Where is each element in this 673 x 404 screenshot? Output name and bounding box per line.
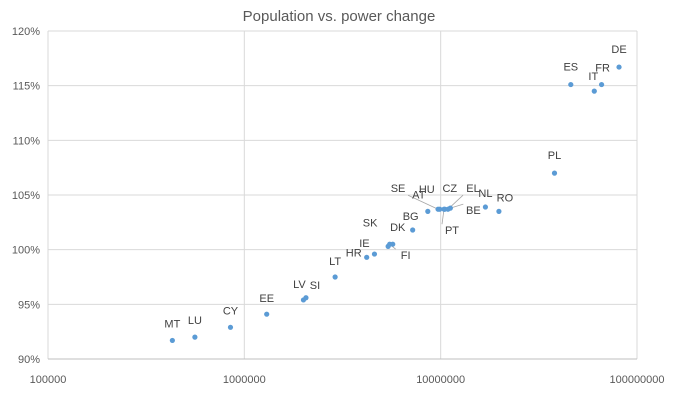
data-label-pl: PL bbox=[548, 150, 561, 162]
x-tick-label: 100000 bbox=[30, 374, 67, 386]
data-label-lv: LV bbox=[293, 279, 306, 291]
data-label-fr: FR bbox=[595, 63, 610, 75]
chart-title: Population vs. power change bbox=[243, 8, 436, 25]
data-label-sk: SK bbox=[363, 217, 378, 229]
data-label-ie: IE bbox=[359, 238, 369, 250]
data-label-be: BE bbox=[466, 205, 481, 217]
data-point-lu bbox=[192, 334, 198, 340]
data-point-cy bbox=[227, 324, 234, 330]
x-tick-label: 1000000 bbox=[223, 374, 266, 386]
data-point-lt bbox=[332, 274, 338, 280]
data-point-mt bbox=[169, 337, 175, 344]
data-label-ee: EE bbox=[259, 293, 274, 305]
data-point-ee bbox=[264, 311, 270, 317]
data-label-es: ES bbox=[563, 62, 578, 74]
data-label-se: SE bbox=[391, 183, 406, 195]
data-label-it: IT bbox=[588, 71, 598, 83]
data-label-bg: BG bbox=[403, 211, 419, 223]
x-tick-label: 10000000 bbox=[416, 374, 465, 386]
data-point-it bbox=[591, 88, 597, 94]
y-tick-label: 95% bbox=[18, 299, 40, 311]
data-label-nl: NL bbox=[478, 188, 492, 200]
y-tick-label: 120% bbox=[12, 26, 40, 38]
leader-line bbox=[407, 194, 439, 210]
data-point-pl bbox=[551, 170, 558, 176]
data-point-ie bbox=[371, 251, 378, 257]
data-label-ro: RO bbox=[497, 192, 514, 204]
data-point-ro bbox=[496, 208, 502, 214]
data-label-cz: CZ bbox=[442, 183, 457, 195]
data-label-pt: PT bbox=[445, 225, 459, 237]
data-point-hr bbox=[364, 254, 370, 260]
data-label-lu: LU bbox=[188, 315, 202, 327]
y-tick-labels: 90% 95% 100% 105% 110% 115% 120% bbox=[12, 26, 40, 366]
data-label-fi: FI bbox=[401, 250, 411, 262]
data-point-es bbox=[568, 81, 574, 88]
y-tick-label: 110% bbox=[13, 135, 41, 147]
x-tick-labels: 100000 1000000 10000000 100000000 bbox=[30, 374, 665, 386]
data-label-el: EL bbox=[466, 183, 479, 195]
y-tick-label: 100% bbox=[12, 245, 40, 257]
data-point-si bbox=[303, 295, 309, 301]
x-tick-label: 100000000 bbox=[609, 374, 664, 386]
data-label-at: AT bbox=[412, 189, 426, 201]
data-point-nl bbox=[482, 204, 489, 210]
data-label-lt: LT bbox=[329, 256, 341, 268]
data-point-hu bbox=[437, 206, 443, 212]
data-label-de: DE bbox=[611, 44, 626, 56]
data-point-be bbox=[447, 205, 453, 211]
data-point-de bbox=[616, 64, 622, 70]
data-label-hu: HU bbox=[419, 184, 435, 196]
data-label-mt: MT bbox=[164, 318, 180, 330]
data-label-hr: HR bbox=[346, 247, 362, 259]
data-point-dk bbox=[390, 241, 396, 247]
y-gridlines bbox=[48, 30, 637, 305]
y-tick-label: 90% bbox=[18, 354, 40, 366]
data-label-si: SI bbox=[310, 280, 320, 292]
data-points bbox=[169, 64, 622, 344]
data-label-dk: DK bbox=[390, 222, 406, 234]
data-point-fr bbox=[598, 81, 605, 88]
y-tick-label: 115% bbox=[13, 81, 41, 93]
data-point-bg bbox=[410, 227, 416, 233]
data-label-cy: CY bbox=[223, 305, 239, 317]
data-point-at bbox=[425, 208, 431, 214]
y-tick-label: 105% bbox=[12, 190, 40, 202]
